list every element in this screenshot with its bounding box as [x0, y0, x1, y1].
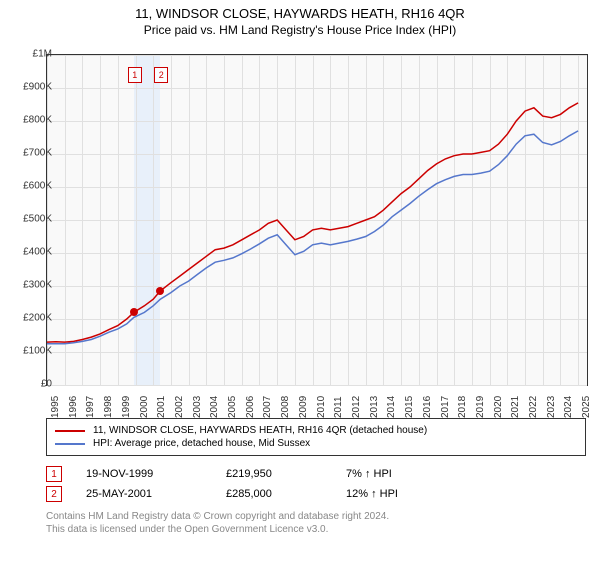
y-tick-label: £200K	[8, 313, 52, 324]
x-tick-label: 2012	[351, 396, 362, 418]
x-tick-label: 1995	[50, 396, 61, 418]
y-tick-label: £0	[8, 379, 52, 390]
x-tick-label: 2008	[280, 396, 291, 418]
y-tick-label: £500K	[8, 214, 52, 225]
x-tick-label: 2025	[581, 396, 592, 418]
x-tick-label: 2016	[422, 396, 433, 418]
y-tick-label: £600K	[8, 181, 52, 192]
sale-point	[156, 287, 164, 295]
chart-svg	[47, 55, 587, 385]
x-tick-label: 2010	[316, 396, 327, 418]
x-tick-label: 2004	[209, 396, 220, 418]
y-tick-label: £800K	[8, 115, 52, 126]
y-tick-label: £900K	[8, 82, 52, 93]
x-tick-label: 2023	[546, 396, 557, 418]
x-tick-label: 2003	[192, 396, 203, 418]
y-tick-label: £400K	[8, 247, 52, 258]
attribution: Contains HM Land Registry data © Crown c…	[46, 510, 586, 536]
x-tick-label: 2007	[262, 396, 273, 418]
x-tick-label: 2024	[563, 396, 574, 418]
sale-marker-1: 1	[46, 466, 62, 482]
chart-title: 11, WINDSOR CLOSE, HAYWARDS HEATH, RH16 …	[0, 6, 600, 21]
legend-box: 11, WINDSOR CLOSE, HAYWARDS HEATH, RH16 …	[46, 418, 586, 456]
x-tick-label: 1999	[121, 396, 132, 418]
y-tick-label: £100K	[8, 346, 52, 357]
x-tick-label: 2018	[457, 396, 468, 418]
x-tick-label: 2006	[245, 396, 256, 418]
legend-label: HPI: Average price, detached house, Mid …	[93, 438, 310, 449]
x-tick-label: 1997	[85, 396, 96, 418]
container: 11, WINDSOR CLOSE, HAYWARDS HEATH, RH16 …	[0, 6, 600, 566]
legend-swatch	[55, 430, 85, 432]
attribution-line1: Contains HM Land Registry data © Crown c…	[46, 510, 586, 523]
x-tick-label: 2009	[298, 396, 309, 418]
x-tick-label: 2014	[386, 396, 397, 418]
x-tick-label: 2019	[475, 396, 486, 418]
chart-marker-2: 2	[154, 67, 168, 83]
legend-swatch	[55, 443, 85, 445]
legend-row: 11, WINDSOR CLOSE, HAYWARDS HEATH, RH16 …	[55, 425, 577, 436]
chart-area: 12	[46, 54, 588, 386]
grid-h	[47, 385, 587, 386]
x-tick-label: 2017	[440, 396, 451, 418]
y-tick-label: £300K	[8, 280, 52, 291]
sale-delta: 12% ↑ HPI	[346, 488, 398, 500]
series-line	[47, 131, 578, 344]
sale-date: 19-NOV-1999	[86, 468, 226, 480]
sale-rows: 1 19-NOV-1999£219,9507% ↑ HPI 2 25-MAY-2001…	[46, 462, 398, 506]
x-tick-label: 2002	[174, 396, 185, 418]
y-tick-label: £1M	[8, 49, 52, 60]
sale-date: 25-MAY-2001	[86, 488, 226, 500]
x-tick-label: 1998	[103, 396, 114, 418]
legend-label: 11, WINDSOR CLOSE, HAYWARDS HEATH, RH16 …	[93, 425, 427, 436]
attribution-line2: This data is licensed under the Open Gov…	[46, 523, 586, 536]
x-tick-label: 2001	[156, 396, 167, 418]
x-tick-label: 2015	[404, 396, 415, 418]
x-tick-label: 2000	[139, 396, 150, 418]
sale-row: 2 25-MAY-2001£285,00012% ↑ HPI	[46, 486, 398, 502]
x-tick-label: 2021	[510, 396, 521, 418]
sale-price: £285,000	[226, 488, 346, 500]
sale-delta: 7% ↑ HPI	[346, 468, 392, 480]
x-tick-label: 2013	[369, 396, 380, 418]
chart-marker-1: 1	[128, 67, 142, 83]
legend-row: HPI: Average price, detached house, Mid …	[55, 438, 577, 449]
x-tick-label: 1996	[68, 396, 79, 418]
chart-subtitle: Price paid vs. HM Land Registry's House …	[0, 23, 600, 37]
x-tick-label: 2020	[493, 396, 504, 418]
x-tick-label: 2005	[227, 396, 238, 418]
series-line	[47, 103, 578, 342]
y-tick-label: £700K	[8, 148, 52, 159]
x-tick-label: 2022	[528, 396, 539, 418]
sale-price: £219,950	[226, 468, 346, 480]
sale-point	[130, 308, 138, 316]
sale-row: 1 19-NOV-1999£219,9507% ↑ HPI	[46, 466, 398, 482]
x-tick-label: 2011	[333, 396, 344, 418]
sale-marker-2: 2	[46, 486, 62, 502]
